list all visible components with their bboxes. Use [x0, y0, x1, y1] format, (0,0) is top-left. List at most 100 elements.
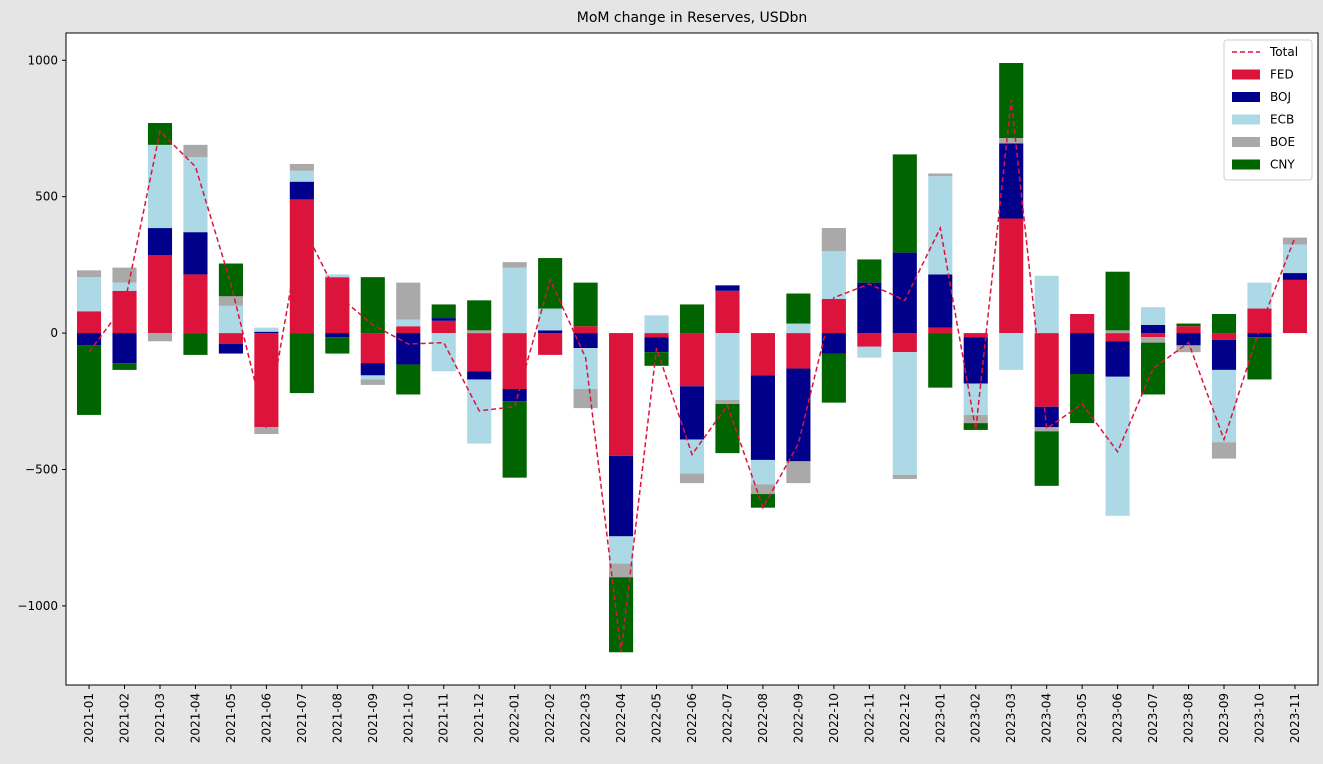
- bar-boe-2022-01: [502, 262, 527, 268]
- bar-cny-2021-11: [431, 304, 456, 319]
- bar-boj-2022-01: [502, 389, 527, 402]
- x-tick-label: 2021-07: [295, 693, 309, 743]
- bar-boj-2021-09: [360, 363, 385, 376]
- y-tick-label: 500: [35, 190, 58, 204]
- bar-boe-2023-04: [1034, 427, 1059, 432]
- bar-boe-2022-04: [609, 563, 634, 578]
- legend-swatch-cny: [1232, 159, 1260, 170]
- bar-boe-2021-10: [396, 282, 421, 320]
- bar-ecb-2021-03: [147, 144, 173, 229]
- bar-fed-2021-12: [467, 333, 492, 372]
- total-line-layer: [88, 99, 1296, 653]
- x-tick-label: 2022-12: [898, 693, 912, 743]
- legend-swatch-boj: [1232, 92, 1260, 102]
- bar-boe-2022-12: [892, 474, 917, 480]
- bar-ecb-2023-07: [1141, 307, 1166, 325]
- bar-boj-2021-11: [431, 318, 456, 321]
- x-tick-label: 2021-11: [437, 693, 451, 743]
- bar-cny-2022-11: [857, 259, 882, 283]
- bar-boj-2023-09: [1211, 339, 1237, 370]
- x-tick-label: 2021-05: [224, 693, 238, 743]
- bar-ecb-2022-09: [786, 323, 811, 334]
- bar-cny-2021-02: [112, 363, 137, 370]
- bars-layer: [76, 63, 1308, 653]
- bar-ecb-2021-10: [396, 319, 421, 327]
- bar-boe-2022-07: [715, 399, 740, 405]
- bar-boj-2021-04: [183, 232, 208, 275]
- bar-cny-2022-10: [821, 353, 846, 403]
- bar-cny-2022-04: [609, 577, 634, 653]
- x-tick-label: 2021-01: [82, 693, 96, 743]
- bar-fed-2022-05: [644, 333, 669, 338]
- x-tick-label: 2023-11: [1288, 693, 1302, 743]
- bar-ecb-2022-04: [609, 536, 634, 564]
- legend-label-boe: BOE: [1270, 135, 1295, 149]
- bar-cny-2022-06: [679, 304, 705, 334]
- bar-boe-2021-04: [183, 144, 208, 158]
- bar-boj-2022-09: [786, 368, 811, 462]
- bar-boj-2021-07: [289, 181, 314, 200]
- x-tick-label: 2022-07: [720, 693, 734, 743]
- bar-cny-2021-01: [76, 345, 102, 415]
- bar-boj-2022-02: [538, 330, 563, 334]
- bar-boj-2021-08: [325, 333, 350, 338]
- x-tick-label: 2023-10: [1252, 693, 1266, 743]
- total-line: [88, 99, 1296, 653]
- bar-boe-2021-02: [112, 267, 137, 283]
- bar-fed-2021-08: [325, 277, 350, 334]
- bar-fed-2023-08: [1176, 326, 1201, 334]
- bar-cny-2021-10: [396, 364, 421, 395]
- bar-boj-2021-10: [396, 333, 421, 365]
- x-tick-label: 2022-10: [827, 693, 841, 743]
- bar-boe-2023-06: [1105, 330, 1130, 334]
- bar-ecb-2023-10: [1247, 282, 1272, 309]
- bar-cny-2023-01: [928, 333, 953, 388]
- bar-ecb-2022-11: [857, 346, 882, 358]
- bar-fed-2021-04: [183, 274, 208, 334]
- x-tick-label: 2022-04: [614, 693, 628, 743]
- bar-boe-2022-06: [679, 473, 705, 484]
- bar-fed-2022-06: [679, 333, 705, 387]
- bar-fed-2021-09: [360, 333, 385, 364]
- bar-fed-2022-03: [573, 326, 598, 334]
- bar-ecb-2023-09: [1211, 369, 1237, 443]
- bar-fed-2023-01: [928, 327, 953, 334]
- bar-fed-2022-10: [821, 298, 846, 334]
- bar-boe-2021-05: [218, 296, 243, 306]
- bar-ecb-2022-03: [573, 348, 598, 390]
- bar-boe-2022-08: [750, 484, 775, 495]
- bar-boe-2023-09: [1211, 442, 1237, 459]
- bar-cny-2022-12: [892, 154, 917, 253]
- bar-boe-2023-11: [1282, 237, 1308, 245]
- x-tick-label: 2023-08: [1182, 693, 1196, 743]
- bar-ecb-2023-03: [999, 333, 1024, 370]
- bar-fed-2022-07: [715, 290, 740, 334]
- legend: Total FED BOJ ECB BOE CNY: [1223, 39, 1313, 181]
- x-tick-label: 2023-01: [933, 693, 947, 743]
- bar-boe-2022-10: [821, 228, 846, 252]
- x-tick-label: 2022-06: [685, 693, 699, 743]
- bar-boj-2023-05: [1070, 333, 1095, 374]
- bar-fed-2022-09: [786, 333, 811, 369]
- bar-fed-2023-05: [1070, 313, 1095, 334]
- bar-fed-2022-01: [502, 333, 527, 389]
- chart-title: MoM change in Reserves, USDbn: [577, 10, 808, 26]
- bar-boe-2021-09: [360, 379, 385, 385]
- bar-boe-2022-03: [573, 389, 598, 409]
- x-tick-label: 2021-06: [259, 693, 273, 743]
- x-tick-label: 2022-08: [756, 693, 770, 743]
- bar-ecb-2021-05: [218, 305, 243, 334]
- legend-label-cny: CNY: [1270, 158, 1295, 172]
- bar-ecb-2021-01: [76, 277, 102, 312]
- x-tick-label: 2022-11: [862, 693, 876, 743]
- bar-cny-2023-04: [1034, 431, 1059, 486]
- x-tick-label: 2021-04: [188, 693, 202, 743]
- bar-ecb-2023-06: [1105, 376, 1130, 516]
- bar-fed-2021-03: [147, 255, 173, 334]
- bar-boj-2021-06: [254, 331, 279, 334]
- bar-ecb-2023-01: [928, 176, 953, 275]
- bar-fed-2021-07: [289, 199, 314, 334]
- x-tick-label: 2021-09: [366, 693, 380, 743]
- bar-ecb-2021-02: [112, 282, 137, 291]
- bar-boj-2021-01: [76, 333, 102, 346]
